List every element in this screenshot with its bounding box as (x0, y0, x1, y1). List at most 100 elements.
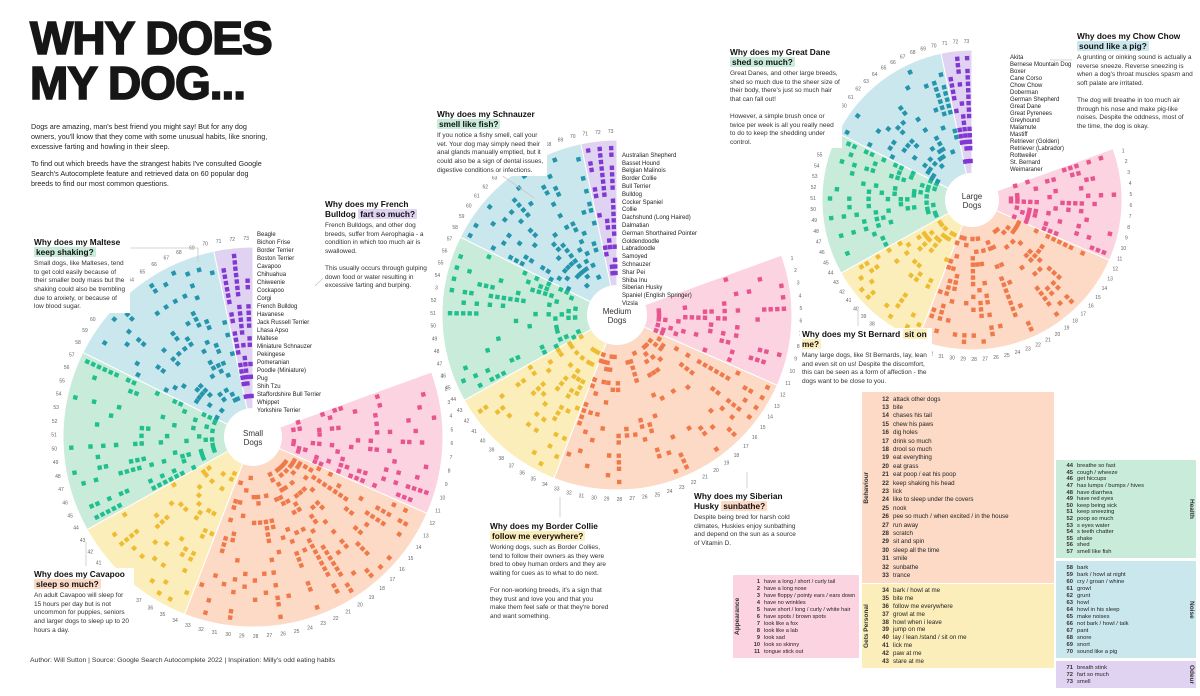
svg-text:30: 30 (949, 356, 955, 362)
legend-item-number: 29 (882, 538, 889, 546)
svg-text:14: 14 (416, 545, 422, 551)
breed-item: Great Pyrenees (1010, 110, 1053, 117)
page-title-line2: MY DOG... (29, 57, 247, 110)
svg-text:24: 24 (1015, 350, 1021, 356)
svg-text:47: 47 (437, 361, 443, 367)
legend-item-label: stare at me (893, 657, 924, 665)
annotation-body: If you notice a fishy smell, call your v… (437, 132, 544, 174)
legend-item: 6 have spots / brown spots (747, 613, 855, 620)
sector-behaviour (183, 436, 428, 628)
svg-text:7: 7 (1129, 214, 1132, 220)
svg-text:39: 39 (861, 314, 867, 320)
svg-text:26: 26 (993, 355, 999, 361)
svg-text:42: 42 (464, 419, 470, 425)
svg-text:11: 11 (785, 381, 790, 387)
page-title-line1: WHY DOES (29, 12, 273, 64)
svg-text:46: 46 (819, 250, 825, 256)
legend-item-number: 8 (756, 627, 760, 634)
svg-text:60: 60 (90, 317, 96, 323)
svg-text:70: 70 (570, 134, 576, 140)
legend-item: 20 eat grass (876, 462, 1050, 470)
footer-credits: Author: Will Sutton | Source: Google Sea… (30, 657, 336, 664)
svg-text:67: 67 (164, 256, 170, 262)
legend-item: 65 make noises (1060, 613, 1182, 620)
legend-item-label: have no wrinkles (764, 599, 806, 606)
breed-item: Boxer (1010, 68, 1026, 75)
legend-item-label: follow me everywhere (893, 602, 953, 610)
legend-item-number: 64 (1066, 606, 1073, 613)
legend-item-number: 70 (1066, 648, 1073, 655)
breed-item: Border Collie (622, 176, 657, 183)
svg-text:50: 50 (52, 446, 58, 452)
svg-text:71: 71 (583, 132, 589, 138)
legend-item-label: s teeth chatter (1077, 529, 1114, 536)
svg-text:55: 55 (817, 153, 823, 159)
question-prefix: Why does my Schnauzer (437, 109, 535, 119)
legend-item-label: grunt (1077, 592, 1091, 599)
legend-item-label: has lumps / bumps / hives (1077, 483, 1145, 490)
svg-text:64: 64 (128, 277, 134, 283)
legend-category-label: Odeur (1188, 664, 1195, 685)
svg-text:73: 73 (964, 39, 970, 45)
chart-hub-label: Medium Dogs (603, 307, 632, 325)
legend-odeur: Odeur 71 breath stink 72 fart so much 73 smell (1056, 661, 1196, 688)
legend-item-number: 57 (1066, 549, 1073, 556)
svg-text:42: 42 (88, 549, 94, 555)
annotation-body: Many large dogs, like St Bernards, lay, … (802, 352, 927, 385)
legend-item-number: 16 (882, 429, 889, 437)
legend-item: 49 have red eyes (1060, 496, 1182, 503)
svg-text:55: 55 (438, 261, 444, 267)
svg-text:68: 68 (910, 50, 916, 56)
svg-text:43: 43 (457, 408, 463, 414)
breed-item: Schnauzer (622, 262, 651, 269)
legend-item: 57 smell like fish (1060, 549, 1182, 556)
svg-text:54: 54 (435, 273, 441, 279)
breed-item: Malamute (1010, 124, 1037, 131)
intro-paragraph-1: Dogs are amazing, man's best friend you … (31, 122, 268, 152)
legend-item-label: cry / groan / whine (1077, 578, 1125, 585)
legend-item: 33 trance (876, 571, 1050, 579)
breed-item: German Shorthaired Pointer (622, 230, 698, 237)
question-number-labels: 1234567891011121314151617181920212223242… (810, 39, 1132, 363)
legend-item-number: 1 (756, 578, 760, 585)
svg-text:13: 13 (1107, 277, 1113, 283)
svg-text:24: 24 (667, 489, 673, 495)
legend-item-number: 56 (1066, 542, 1073, 549)
legend-item: 53 s eyes water (1060, 522, 1182, 529)
svg-text:11: 11 (435, 508, 440, 514)
breed-item: Miniature Schnauzer (257, 344, 313, 350)
annotation-cavapoo: Why does my Cavapoo sleep so much? An ad… (32, 568, 134, 637)
legend-item-label: drink so much (893, 437, 932, 445)
legend-item: 44 breathe so fast (1060, 463, 1182, 470)
svg-text:58: 58 (75, 340, 81, 346)
svg-text:27: 27 (982, 356, 988, 362)
svg-text:5: 5 (800, 306, 803, 312)
breed-item: Jack Russell Terrier (257, 320, 310, 326)
sector-noise (459, 143, 618, 316)
legend-item-number: 50 (1066, 502, 1073, 509)
question-prefix: Why does my St Bernard (802, 329, 901, 339)
legend-item-number: 47 (1066, 483, 1073, 490)
breed-item: German Shepherd (1010, 96, 1060, 103)
svg-text:66: 66 (890, 60, 896, 66)
breed-item: Bernese Mountain Dog (1010, 61, 1072, 68)
legend-health: Health 44 breathe so fast 45 cough / wheeze 4… (1056, 460, 1196, 559)
legend-item-label: look like a lab (764, 627, 798, 634)
legend-item-label: have spots / brown spots (764, 613, 826, 620)
legend-item: 27 run away (876, 521, 1050, 529)
svg-text:17: 17 (743, 444, 749, 450)
svg-text:51: 51 (430, 311, 436, 317)
legend-item-number: 66 (1066, 620, 1073, 627)
svg-text:27: 27 (267, 633, 273, 639)
breed-item: Siberian Husky (622, 285, 663, 292)
svg-text:34: 34 (172, 618, 178, 624)
svg-text:44: 44 (828, 271, 834, 277)
legend-item-number: 49 (1066, 496, 1073, 503)
svg-text:18: 18 (379, 586, 385, 592)
svg-text:40: 40 (480, 439, 486, 445)
svg-text:25: 25 (294, 629, 300, 635)
svg-text:68: 68 (176, 250, 182, 256)
legend-item-number: 32 (882, 563, 889, 571)
svg-text:15: 15 (760, 425, 766, 431)
svg-text:24: 24 (307, 626, 313, 632)
